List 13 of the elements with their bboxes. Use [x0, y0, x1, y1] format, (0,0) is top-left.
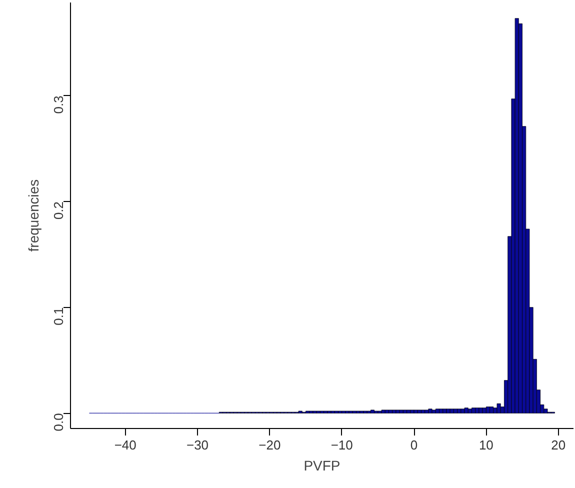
y-axis-title: frequencies	[26, 179, 42, 252]
x-tick-label: 0	[410, 438, 418, 452]
x-tick-label: 20	[551, 438, 566, 452]
y-tick-label: 0.0	[51, 413, 66, 432]
x-tick-label: −30	[186, 438, 209, 452]
x-axis-title: PVFP	[304, 458, 340, 474]
x-tick-label: −40	[114, 438, 136, 452]
x-tick-label: 10	[478, 438, 494, 452]
y-tick-label: 0.1	[51, 307, 66, 326]
x-tick-label: −10	[330, 438, 353, 452]
x-tick-label: −20	[258, 438, 281, 452]
y-tick-label: 0.2	[51, 201, 66, 220]
y-tick-label: 0.3	[51, 96, 66, 114]
